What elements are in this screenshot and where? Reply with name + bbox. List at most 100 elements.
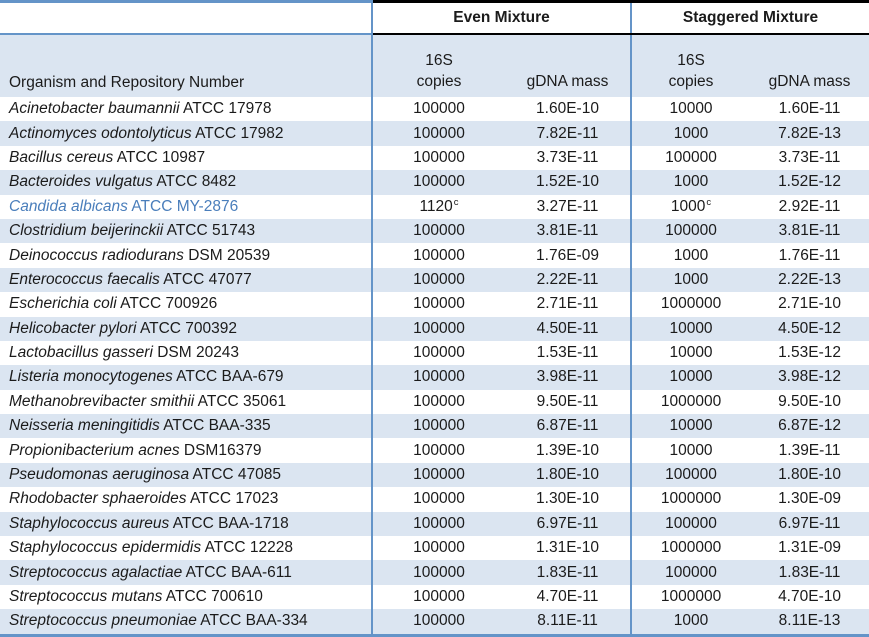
organism-name: Streptococcus agalactiae [9, 563, 183, 581]
table-row: Bacteroides vulgatus ATCC 8482 100000 1.52… [0, 170, 869, 195]
organism-name: Listeria monocytogenes [9, 368, 173, 386]
staggered-16s-copies-cell: 10000 [630, 438, 751, 463]
even-16s-copies-cell: 100000 [371, 584, 505, 610]
table-row: Streptococcus pneumoniae ATCC BAA-334 100… [0, 609, 869, 637]
table-row: Streptococcus agalactiae ATCC BAA-611 100… [0, 560, 869, 585]
organism-name: Pseudomonas aeruginosa [9, 466, 190, 484]
even-16s-copies-cell: 100000 [371, 218, 505, 244]
staggered-gdna-mass-cell: 6.97E-11 [778, 514, 841, 532]
even-gdna-mass-header: gDNA mass [505, 34, 632, 97]
even-gdna-mass-cell: 3.98E-11 [536, 368, 599, 386]
even-16s-copies-header: 16S copies [371, 34, 505, 97]
organism-name: Escherichia coli [9, 295, 117, 313]
table-row: Bacillus cereus ATCC 10987 100000 3.73E-11… [0, 145, 869, 171]
even-16s-copies-cell: 100000 [371, 292, 505, 317]
organism-cell: Helicobacter pylori ATCC 700392 [9, 319, 238, 337]
even-copies-label: copies [416, 73, 462, 90]
even-gdna-mass-cell: 6.97E-11 [536, 514, 599, 532]
organism-name: Enterococcus faecalis [9, 270, 160, 288]
even-gdna-mass-cell: 1.53E-11 [536, 344, 599, 362]
organism-cell: Lactobacillus gasseri DSM 20243 [9, 344, 240, 362]
organism-cell: Escherichia coli ATCC 700926 [9, 295, 218, 313]
organism-cell: Streptococcus pneumoniae ATCC BAA-334 [0, 609, 372, 637]
organism-cell: Acinetobacter baumannii ATCC 17978 [9, 100, 272, 118]
even-16s-copies-cell: 100000 [371, 243, 505, 268]
organism-cell: Clostridium beijerinckii ATCC 51743 [9, 222, 256, 240]
staggered-16s-copies-cell: 1000 [630, 243, 751, 268]
even-gdna-mass-cell: 2.22E-11 [536, 270, 599, 288]
even-gdna-mass-cell: 1.80E-10 [536, 466, 599, 484]
table-row: Propionibacterium acnes DSM16379 100000 1.… [0, 438, 869, 463]
organism-cell: Streptococcus mutans ATCC 700610 [9, 588, 263, 605]
group-header-row: Even Mixture Staggered Mixture [0, 0, 869, 35]
staggered-gdna-mass-cell: 8.11E-13 [750, 609, 869, 637]
table-row: Pseudomonas aeruginosa ATCC 47085 100000 1… [0, 462, 869, 488]
even-gdna-mass-cell: 1.60E-10 [536, 100, 599, 118]
organism-cell: Pseudomonas aeruginosa ATCC 47085 [9, 466, 282, 484]
even-16s-copies-cell: 100000 [371, 340, 505, 366]
organism-name: Staphylococcus epidermidis [9, 539, 202, 557]
staggered-16s-copies-cell: 1000000 [630, 292, 751, 317]
even-16s-copies-cell: 100000 [371, 365, 505, 390]
organism-cell: Actinomyces odontolyticus ATCC 17982 [9, 124, 284, 142]
even-16s-copies-cell: 100000 [371, 536, 505, 561]
footnote-marker: c [706, 196, 712, 208]
even-gdna-mass-cell: 1.76E-09 [536, 246, 599, 264]
table-row: Staphylococcus aureus ATCC BAA-1718 10000… [0, 511, 869, 537]
even-gdna-mass-cell: 7.82E-11 [536, 124, 599, 142]
staggered-16s-copies-cell: 100000 [630, 218, 751, 244]
staggered-gdna-mass-cell: 1.60E-11 [778, 100, 841, 118]
staggered-gdna-mass-cell: 4.70E-10 [778, 588, 841, 605]
even-gdna-mass-cell: 1.31E-10 [536, 539, 599, 557]
organism-cell: Staphylococcus epidermidis ATCC 12228 [9, 539, 294, 557]
even-gdna-mass-cell: 1.30E-10 [536, 490, 599, 508]
staggered-gdna-mass-cell: 1.30E-09 [778, 490, 841, 508]
even-gdna-mass-cell: 3.81E-11 [536, 222, 599, 240]
corner-cell [0, 0, 372, 35]
even-gdna-mass-cell: 3.73E-11 [536, 148, 599, 166]
organism-cell: Methanobrevibacter smithii ATCC 35061 [9, 392, 287, 410]
staggered-gdna-mass-cell: 3.98E-12 [778, 368, 841, 386]
even-16s-copies-cell: 100000 [371, 462, 505, 488]
organism-name: Methanobrevibacter smithii [9, 392, 195, 410]
even-16s-copies-cell: 100000 [371, 170, 505, 195]
table-row: Acinetobacter baumannii ATCC 17978 100000… [0, 97, 869, 122]
organism-cell: Rhodobacter sphaeroides ATCC 17023 [9, 490, 279, 508]
even-16s-copies-cell: 100000 [371, 267, 505, 293]
even-16s-copies-cell: 100000 [371, 121, 505, 146]
organism-name: Deinococcus radiodurans [9, 246, 184, 264]
organism-name: Streptococcus mutans [9, 588, 163, 605]
even-gdna-mass-cell: 1.83E-11 [536, 563, 599, 581]
table-row: Helicobacter pylori ATCC 700392 100000 4.5… [0, 316, 869, 341]
table-row: Clostridium beijerinckii ATCC 51743 10000… [0, 218, 869, 244]
column-header-row: Organism and Repository Number 16S copie… [0, 34, 869, 97]
staggered-16s-copies-cell: 1000000 [630, 584, 751, 610]
staggered-gdna-mass-cell: 1.53E-12 [778, 344, 841, 362]
even-16s-copies-cell: 100000 [371, 560, 505, 585]
staggered-gdna-mass-cell: 2.71E-10 [778, 295, 841, 313]
staggered-16s-copies-cell: 100000 [630, 462, 751, 488]
staggered-gdna-mass-cell: 1.39E-11 [778, 441, 841, 459]
even-16s-copies-cell: 100000 [371, 145, 505, 171]
even-mixture-group-header: Even Mixture [370, 0, 632, 35]
staggered-gdna-mass-cell: 2.92E-11 [778, 197, 841, 215]
organism-name: Bacillus cereus [9, 148, 114, 166]
organism-cell: Neisseria meningitidis ATCC BAA-335 [9, 417, 271, 435]
organism-name: Neisseria meningitidis [9, 417, 160, 435]
organism-name: Lactobacillus gasseri [9, 344, 153, 362]
even-gdna-mass-cell: 6.87E-11 [536, 417, 599, 435]
organism-name: Candida albicans [9, 197, 128, 215]
staggered-gdna-mass-cell: 4.50E-12 [778, 319, 841, 337]
even-16s-label: 16S [425, 52, 453, 69]
staggered-gdna-mass-cell: 3.73E-11 [778, 148, 841, 166]
staggered-gdna-mass-cell: 9.50E-10 [778, 392, 841, 410]
table-row: Methanobrevibacter smithii ATCC 35061 100… [0, 389, 869, 415]
even-16s-copies-cell: 100000 [371, 438, 505, 463]
even-gdna-mass-cell: 4.50E-11 [536, 319, 599, 337]
organism-name: Clostridium beijerinckii [9, 222, 164, 240]
staggered-16s-copies-cell: 1000 [630, 170, 751, 195]
even-gdna-mass-cell: 9.50E-11 [536, 392, 599, 410]
staggered-16s-copies-cell: 1000 [630, 609, 751, 637]
staggered-16s-copies-header: 16S copies [630, 34, 751, 97]
